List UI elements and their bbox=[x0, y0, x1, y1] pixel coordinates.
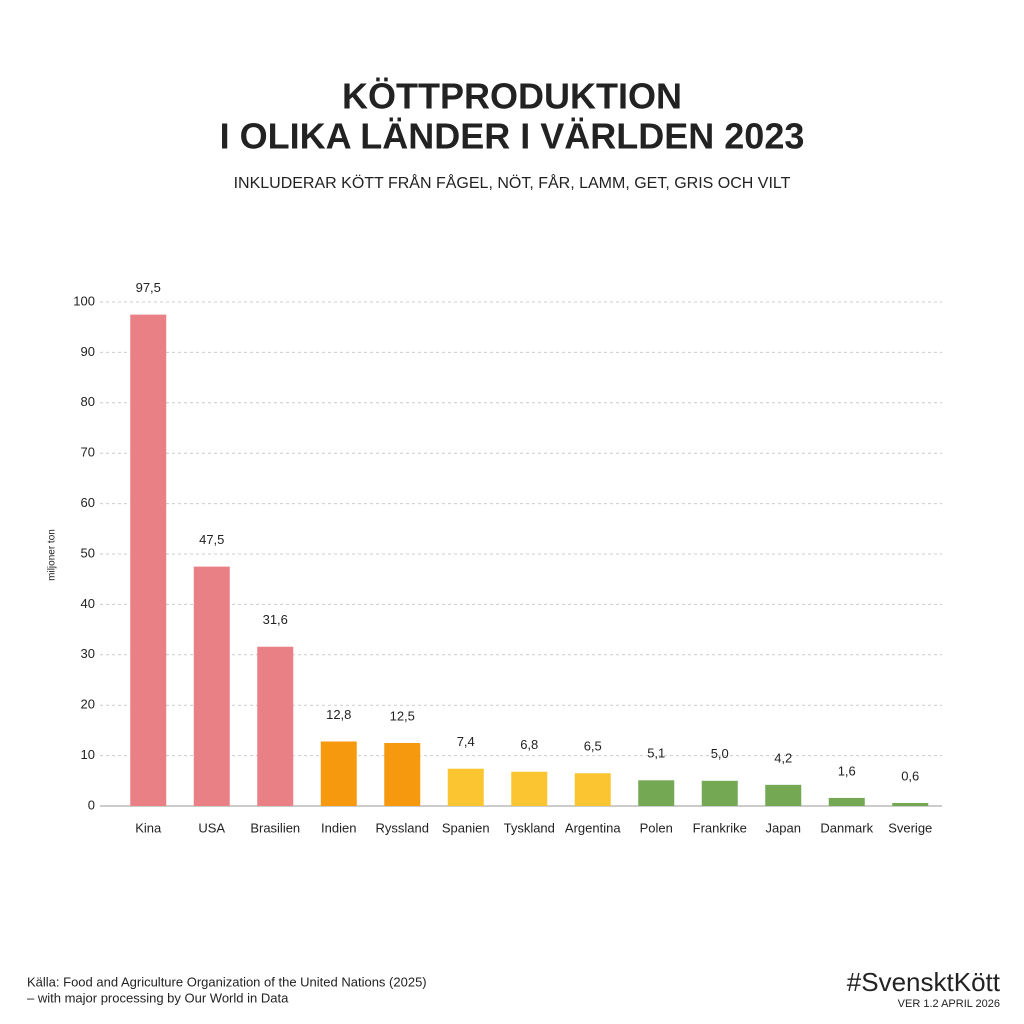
bar bbox=[384, 743, 421, 806]
x-tick-label: USA bbox=[198, 820, 225, 835]
x-tick-label: Indien bbox=[321, 820, 356, 835]
data-label: 5,1 bbox=[647, 746, 665, 761]
x-tick-label: Argentina bbox=[565, 820, 621, 835]
x-tick-label: Polen bbox=[640, 820, 673, 835]
x-tick-label: Sverige bbox=[888, 820, 932, 835]
x-tick-label: Japan bbox=[766, 820, 801, 835]
chart-title: KÖTTPRODUKTION bbox=[342, 76, 682, 117]
bar bbox=[638, 780, 675, 806]
bar bbox=[511, 771, 548, 806]
bar bbox=[320, 741, 357, 806]
source: Källa: Food and Agriculture Organization… bbox=[27, 974, 427, 989]
chart-title: I OLIKA LÄNDER I VÄRLDEN 2023 bbox=[220, 116, 805, 157]
y-tick-label: 60 bbox=[81, 495, 95, 510]
data-label: 12,5 bbox=[390, 708, 415, 723]
bar bbox=[447, 768, 484, 806]
y-tick-label: 20 bbox=[81, 697, 95, 712]
y-tick-label: 10 bbox=[81, 747, 95, 762]
data-label: 1,6 bbox=[838, 763, 856, 778]
x-tick-label: Brasilien bbox=[250, 820, 300, 835]
y-tick-label: 40 bbox=[81, 596, 95, 611]
bar bbox=[193, 566, 230, 806]
bar bbox=[257, 646, 294, 806]
data-label: 0,6 bbox=[901, 768, 919, 783]
y-tick-label: 30 bbox=[81, 646, 95, 661]
bar bbox=[130, 314, 167, 806]
y-tick-label: 50 bbox=[81, 545, 95, 560]
bar bbox=[828, 797, 865, 806]
data-label: 31,6 bbox=[263, 612, 288, 627]
data-label: 4,2 bbox=[774, 750, 792, 765]
y-tick-label: 80 bbox=[81, 394, 95, 409]
x-tick-label: Frankrike bbox=[693, 820, 747, 835]
data-label: 5,0 bbox=[711, 746, 729, 761]
brand: #SvensktKött bbox=[847, 967, 1001, 997]
data-label: 47,5 bbox=[199, 532, 224, 547]
data-label: 7,4 bbox=[457, 734, 475, 749]
data-label: 6,5 bbox=[584, 739, 602, 754]
y-tick-label: 70 bbox=[81, 445, 95, 460]
y-tick-label: 100 bbox=[73, 293, 95, 308]
data-label: 97,5 bbox=[136, 280, 161, 295]
y-tick-label: 90 bbox=[81, 344, 95, 359]
data-label: 6,8 bbox=[520, 737, 538, 752]
version: VER 1.2 APRIL 2026 bbox=[898, 998, 1000, 1010]
bar bbox=[765, 784, 802, 806]
x-tick-label: Spanien bbox=[442, 820, 490, 835]
chart-subtitle: INKLUDERAR KÖTT FRÅN FÅGEL, NÖT, FÅR, LA… bbox=[234, 173, 791, 192]
x-tick-label: Ryssland bbox=[376, 820, 429, 835]
y-tick-label: 0 bbox=[88, 797, 95, 812]
bar bbox=[701, 780, 738, 806]
y-axis-title: miljoner ton bbox=[47, 529, 58, 581]
bar bbox=[574, 773, 611, 806]
bar bbox=[892, 802, 929, 806]
x-tick-label: Tyskland bbox=[504, 820, 555, 835]
x-tick-label: Danmark bbox=[820, 820, 873, 835]
x-tick-label: Kina bbox=[135, 820, 162, 835]
data-label: 12,8 bbox=[326, 707, 351, 722]
source: – with major processing by Our World in … bbox=[27, 990, 289, 1005]
